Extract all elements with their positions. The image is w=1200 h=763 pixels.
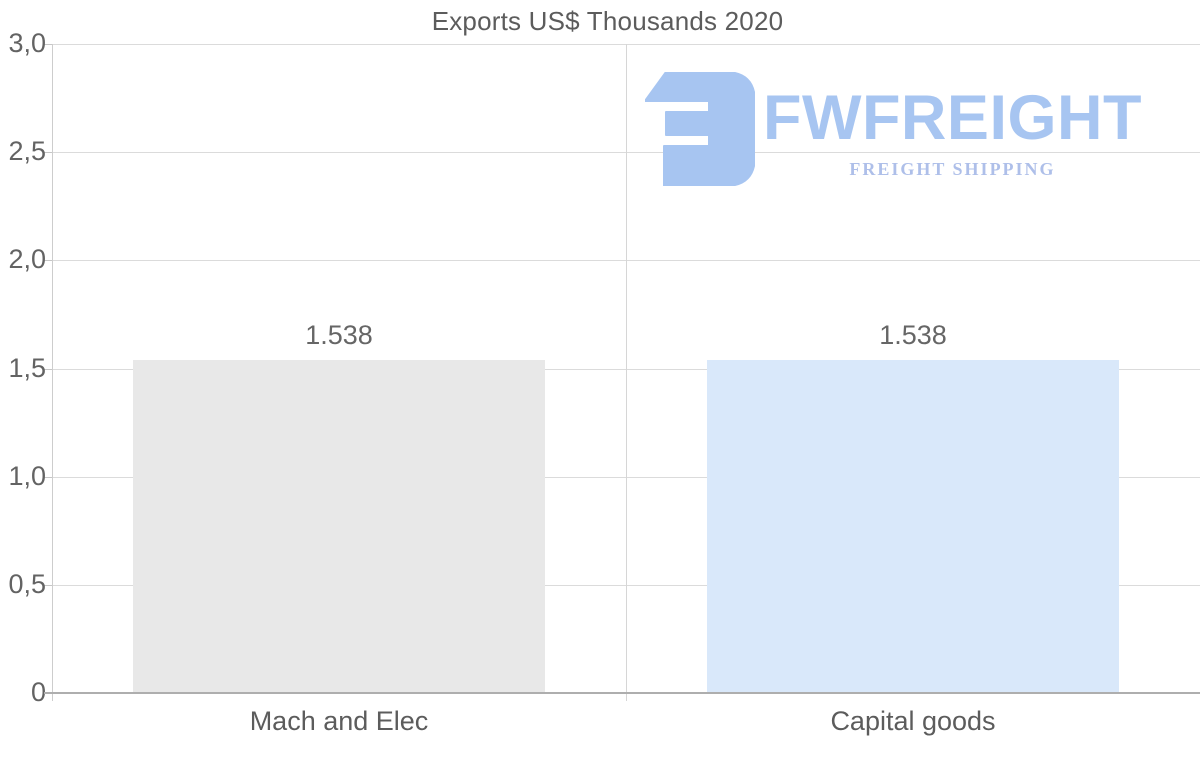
y-axis-label: 0 xyxy=(30,677,46,707)
brand-name: FWFREIGHT xyxy=(763,83,1142,153)
y-axis-tick xyxy=(44,369,52,370)
y-axis-tick xyxy=(44,477,52,478)
bar-mach-and-elec xyxy=(133,360,545,693)
chart-title: Exports US$ Thousands 2020 xyxy=(431,6,784,36)
bar-value-label: 1.538 xyxy=(305,320,373,350)
x-axis-category-label: Capital goods xyxy=(830,706,996,736)
y-axis-label: 1,0 xyxy=(8,461,46,491)
fwfreight-logo-icon xyxy=(645,72,755,186)
bar-value-label: 1.538 xyxy=(879,320,947,350)
y-axis-tick xyxy=(44,260,52,261)
y-axis-tick xyxy=(44,585,52,586)
brand-text-block: FWFREIGHT FREIGHT SHIPPING xyxy=(763,72,1142,180)
y-axis-line xyxy=(52,44,53,701)
y-axis-label: 2,0 xyxy=(8,244,46,274)
category-divider-gridline xyxy=(626,44,627,701)
bar-capital-goods xyxy=(707,360,1119,693)
x-axis-category-label: Mach and Elec xyxy=(249,706,429,736)
y-axis-label: 1,5 xyxy=(8,353,46,383)
y-axis-tick xyxy=(44,44,52,45)
y-axis-label: 3,0 xyxy=(8,28,46,58)
brand-watermark: FWFREIGHT FREIGHT SHIPPING xyxy=(645,72,1142,186)
x-axis-line xyxy=(44,692,1200,694)
y-axis-label: 0,5 xyxy=(8,569,46,599)
brand-tagline: FREIGHT SHIPPING xyxy=(849,159,1056,179)
y-axis-tick xyxy=(44,152,52,153)
y-axis-label: 2,5 xyxy=(8,136,46,166)
